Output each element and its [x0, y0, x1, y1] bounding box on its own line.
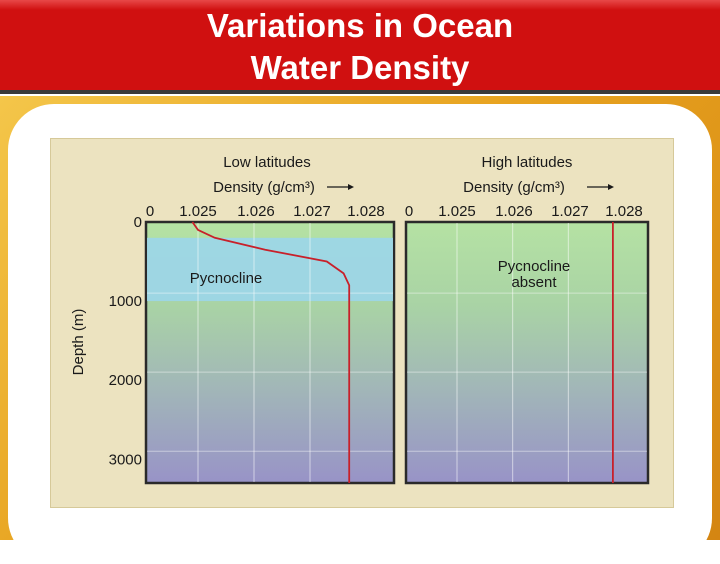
low-latitudes-panel: Low latitudes Density (g/cm³) 0 1.025 1.02…	[70, 154, 396, 485]
depth-y-ticks: 0 1000 2000 3000	[109, 214, 142, 468]
title-bar: Variations in Ocean Water Density	[0, 0, 720, 94]
high-latitudes-x-tick-label: 0	[405, 203, 413, 220]
low-latitudes-x-tick-label: 1.028	[347, 203, 385, 220]
pycnocline-label: Pycnocline	[190, 270, 263, 287]
slide-title-line-1: Variations in Ocean	[206, 7, 514, 44]
pycnocline-absent-label-line1: Pycnocline	[498, 258, 571, 275]
depth-tick-label: 0	[134, 214, 142, 231]
low-latitudes-x-tick-label: 1.026	[237, 203, 275, 220]
low-latitudes-x-tick-label: 1.027	[293, 203, 331, 220]
high-latitudes-x-tick-label: 1.027	[551, 203, 589, 220]
high-latitudes-plot-area	[404, 220, 650, 485]
pycnocline-band	[147, 237, 393, 302]
low-latitudes-arrow-icon	[327, 184, 354, 190]
high-latitudes-gridlines	[407, 223, 647, 482]
low-latitudes-x-tick-label: 0	[146, 203, 154, 220]
low-latitudes-density-label: Density (g/cm³)	[213, 179, 315, 196]
high-latitudes-x-ticks: 0 1.025 1.026 1.027 1.028	[405, 203, 643, 220]
low-latitudes-x-tick-label: 1.025	[179, 203, 217, 220]
low-latitudes-density-curve	[191, 221, 351, 483]
depth-axis-label: Depth (m)	[70, 309, 87, 376]
low-latitudes-title: Low latitudes	[223, 154, 311, 171]
high-latitudes-arrow-icon	[587, 184, 614, 190]
high-latitudes-x-tick-label: 1.025	[438, 203, 476, 220]
density-figure: Low latitudes Density (g/cm³) 0 1.025 1.02…	[70, 154, 650, 485]
slide-title-line-2: Water Density	[250, 49, 470, 86]
high-latitudes-x-tick-label: 1.026	[495, 203, 533, 220]
depth-tick-label: 3000	[109, 451, 142, 468]
depth-tick-label: 2000	[109, 372, 142, 389]
pycnocline-absent-label-line2: absent	[511, 274, 557, 291]
title-bar-shine	[0, 0, 720, 10]
high-latitudes-density-label: Density (g/cm³)	[463, 179, 565, 196]
high-latitudes-x-tick-label: 1.028	[605, 203, 643, 220]
depth-tick-label: 1000	[109, 293, 142, 310]
high-latitudes-title: High latitudes	[482, 154, 573, 171]
low-latitudes-x-ticks: 0 1.025 1.026 1.027 1.028	[146, 203, 385, 220]
low-latitudes-gridlines	[147, 223, 393, 482]
slide-title: Variations in Ocean Water Density	[0, 5, 720, 89]
high-latitudes-panel: High latitudes Density (g/cm³) 0 1.025 1.0…	[404, 154, 650, 485]
